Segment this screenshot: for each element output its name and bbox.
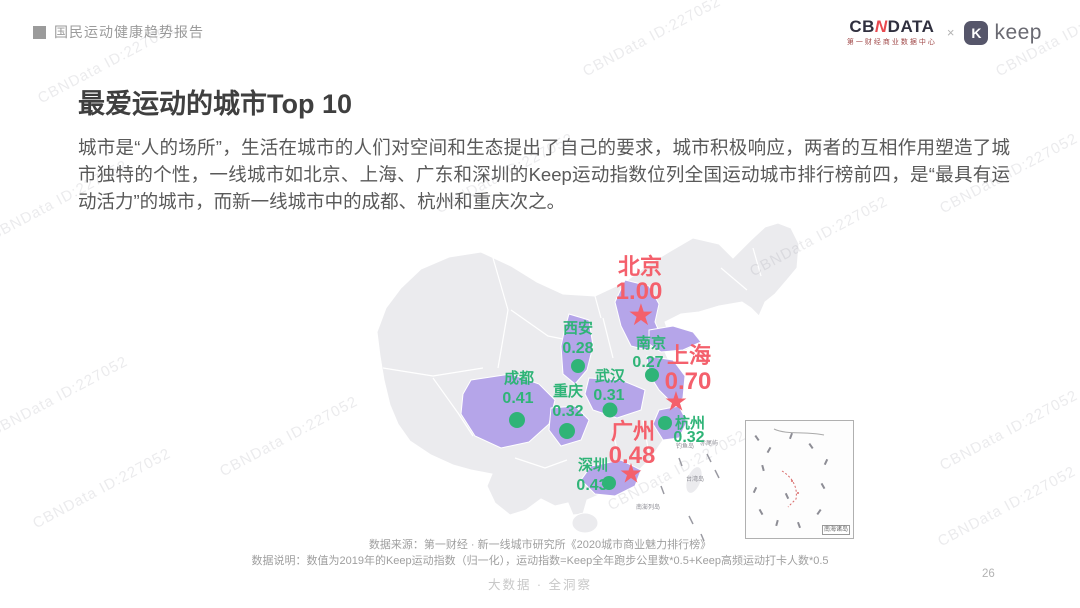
watermark-text: CBNData ID:227052 xyxy=(580,0,724,81)
south-china-sea-inset: 南海诸岛 xyxy=(745,420,854,539)
province-shandong xyxy=(648,325,702,353)
cbndata-n-mark: N xyxy=(874,17,888,36)
province-sichuan xyxy=(460,373,556,449)
cbndata-wordmark: CBNDATA xyxy=(849,18,934,36)
province-borders xyxy=(382,247,762,469)
cbndata-subtitle: 第一财经商业数据中心 xyxy=(846,39,937,46)
watermark-text: CBNData ID:227052 xyxy=(217,392,361,481)
watermark-text: CBNData ID:227052 xyxy=(30,444,174,533)
china-map xyxy=(376,222,800,542)
nanpeng-island-label: 南澎列岛 xyxy=(636,505,661,511)
multiply-icon: × xyxy=(946,25,955,40)
hainan-island xyxy=(571,512,599,534)
highlighted-provinces xyxy=(460,279,702,497)
cbndata-right: DATA xyxy=(887,17,935,36)
diaoyu-island-label: 钓鱼岛 xyxy=(676,444,695,450)
taiwan-island xyxy=(685,466,703,494)
china-mainland-shape xyxy=(376,222,800,516)
report-tag: 国民运动健康趋势报告 xyxy=(54,24,204,40)
page-number: 26 xyxy=(982,568,995,580)
intro-paragraph: 城市是“人的场所”，生活在城市的人们对空间和生态提出了自己的要求，城市积极响应，… xyxy=(78,137,1010,212)
watermark-text: CBNData ID:227052 xyxy=(937,386,1080,475)
square-bullet-icon xyxy=(33,25,46,39)
page-title: 最爱运动的城市Top 10 xyxy=(78,89,353,119)
taiwan-island-label: 台湾岛 xyxy=(686,477,705,483)
chiwei-island-label: 赤尾屿 xyxy=(700,441,719,447)
brand-logos: CBNDATA 第一财经商业数据中心 × K keep xyxy=(847,18,1042,47)
data-source: 数据来源：第一财经 · 新一线城市研究所《2020城市商业魅力排行榜》 xyxy=(368,539,712,551)
keep-wordmark: keep xyxy=(994,20,1042,44)
report-header: 国民运动健康趋势报告 xyxy=(33,22,204,42)
cbndata-logo: CBNDATA 第一财经商业数据中心 xyxy=(847,18,937,47)
footer-slogan: 大数据 · 全洞察 xyxy=(487,578,593,592)
watermark-text: CBNData ID:227052 xyxy=(0,352,131,441)
province-shaanxi xyxy=(560,313,594,385)
keep-logo: K keep xyxy=(964,20,1042,45)
inset-title: 南海诸岛 xyxy=(821,525,850,535)
cbndata-left: CB xyxy=(849,17,875,36)
inset-dash-line xyxy=(773,428,825,508)
keep-k-icon: K xyxy=(964,20,989,45)
data-note: 数据说明：数值为2019年的Keep运动指数（归一化），运动指数=Keep全年跑… xyxy=(251,555,829,567)
island-dashes xyxy=(660,453,720,542)
province-hubei xyxy=(584,377,646,419)
